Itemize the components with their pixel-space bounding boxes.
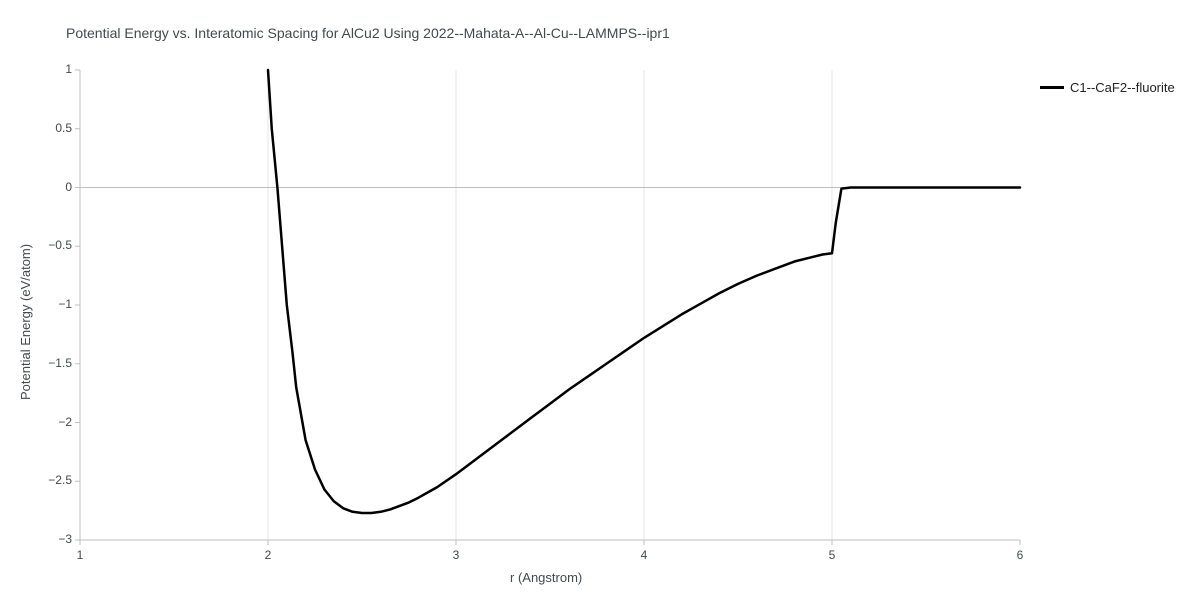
- y-tick-label: 0: [30, 180, 72, 194]
- legend: C1--CaF2--fluorite: [1040, 80, 1175, 95]
- y-tick-label: −0.5: [30, 238, 72, 252]
- y-tick-label: 1: [30, 62, 72, 76]
- x-tick-label: 5: [817, 548, 847, 562]
- x-tick-label: 3: [441, 548, 471, 562]
- x-tick-label: 1: [65, 548, 95, 562]
- x-tick-label: 6: [1005, 548, 1035, 562]
- y-tick-label: −2: [30, 415, 72, 429]
- x-tick-label: 2: [253, 548, 283, 562]
- y-tick-label: −2.5: [30, 473, 72, 487]
- legend-swatch: [1040, 86, 1064, 89]
- y-tick-label: −1.5: [30, 356, 72, 370]
- y-tick-label: 0.5: [30, 121, 72, 135]
- plot-svg: [0, 0, 1200, 600]
- x-tick-label: 4: [629, 548, 659, 562]
- y-tick-label: −3: [30, 532, 72, 546]
- potential-energy-chart: Potential Energy vs. Interatomic Spacing…: [0, 0, 1200, 600]
- y-tick-label: −1: [30, 297, 72, 311]
- legend-label: C1--CaF2--fluorite: [1070, 80, 1175, 95]
